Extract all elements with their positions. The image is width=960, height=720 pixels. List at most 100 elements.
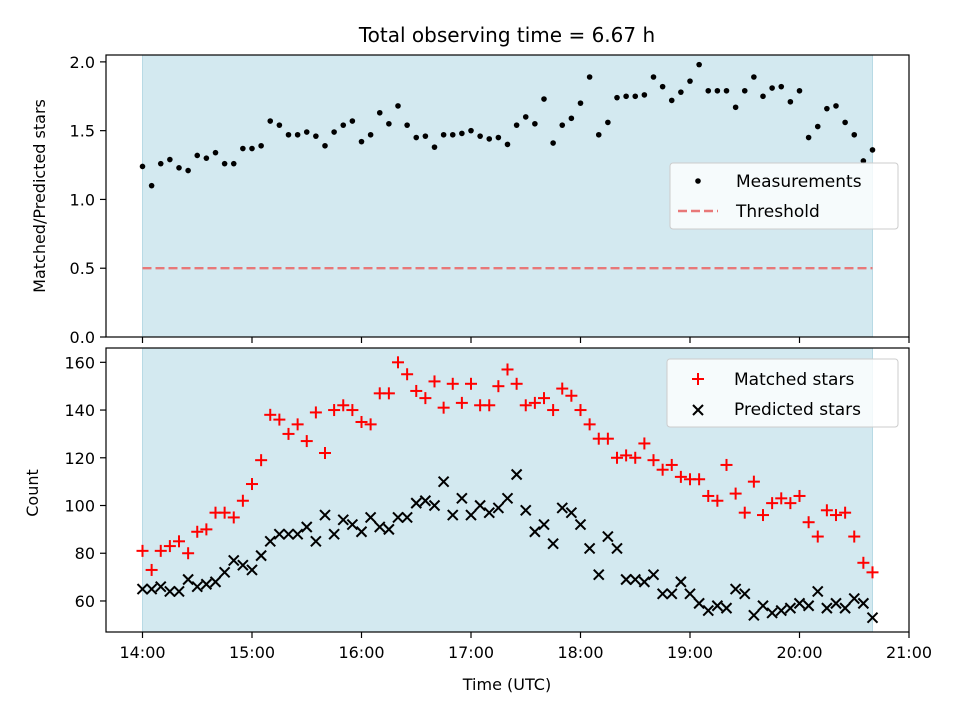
measurements-point: [459, 130, 465, 137]
matched-stars-point: [483, 399, 496, 412]
matched-stars-point: [510, 377, 523, 390]
measurements-point: [732, 104, 739, 111]
predicted-stars-point: [364, 511, 377, 524]
predicted-stars-point: [629, 573, 641, 586]
measurements-point: [550, 140, 556, 146]
measurements-point: [687, 78, 693, 84]
predicted-stars-point: [218, 566, 231, 579]
count-panel: 60 80 100 120 140 160 14:00 15:00 16:00 17:00 18:…: [23, 347, 932, 694]
measurements-point: [194, 152, 201, 159]
measurements-point: [869, 147, 876, 153]
matched-stars-point: [236, 494, 249, 507]
matched-stars-point: [802, 516, 815, 529]
matched-stars-point: [136, 544, 149, 557]
predicted-stars-point: [757, 600, 769, 612]
matched-stars-point: [820, 504, 833, 517]
predicted-stars-point: [857, 597, 870, 610]
matched-stars-point: [246, 478, 258, 491]
predicted-stars-point: [775, 604, 787, 617]
measurements-point: [623, 93, 629, 100]
measurements-point: [586, 74, 593, 80]
matched-stars-point: [419, 392, 432, 405]
predicted-stars-point: [374, 521, 386, 533]
matched-stars-point: [711, 494, 724, 507]
matched-stars-point: [839, 506, 852, 519]
count-legend-box: [666, 358, 899, 428]
matched-stars-point: [309, 406, 322, 419]
matched-stars-point: [647, 454, 660, 467]
measurements-point: [513, 122, 520, 128]
threshold-legend-label: Threshold: [735, 202, 820, 222]
y-tick-label: 60: [75, 592, 95, 611]
measurements-point: [860, 158, 867, 164]
measurements-point: [641, 92, 648, 98]
matched-stars-point: [538, 392, 550, 405]
matched-stars-point: [620, 449, 633, 462]
measurements-point: [605, 119, 611, 126]
count-markers: [136, 356, 879, 624]
ratio-legend-box: [669, 162, 899, 230]
matched-stars-point: [392, 356, 404, 369]
matched-stars-point: [665, 458, 678, 471]
y-tick-label: 140: [64, 401, 95, 420]
measurements-point: [842, 119, 848, 126]
x-tick-label: 21:00: [886, 643, 932, 662]
x-tick-label: 18:00: [557, 643, 603, 662]
matched-stars-point: [757, 509, 769, 522]
predicted-stars-point: [209, 576, 222, 588]
predicted-legend-marker: [692, 404, 704, 416]
predicted-stars-point: [702, 604, 714, 617]
predicted-stars-point: [583, 542, 596, 555]
predicted-stars-point: [593, 569, 605, 581]
matched-stars-point: [191, 525, 204, 538]
matched-stars-point: [866, 566, 879, 579]
measurements-point: [386, 120, 392, 127]
predicted-stars-point: [291, 528, 304, 540]
measurements-point: [167, 156, 173, 163]
matched-stars-point: [337, 399, 350, 412]
predicted-stars-point: [155, 580, 167, 593]
measurements-point: [851, 131, 858, 138]
measurements-point: [541, 96, 547, 102]
count-y-axis-label: Count: [23, 469, 42, 517]
predicted-stars-point: [784, 602, 797, 614]
predicted-stars-point: [501, 492, 514, 505]
predicted-stars-point: [401, 511, 413, 524]
matched-stars-point: [273, 413, 286, 426]
predicted-stars-point: [136, 583, 149, 595]
predicted-stars-point: [392, 511, 404, 524]
matched-legend-label: Matched stars: [734, 370, 854, 390]
measurements-point: [313, 133, 319, 139]
matched-stars-point: [574, 404, 587, 417]
predicted-stars-point: [164, 585, 176, 598]
measurements-point: [349, 118, 356, 124]
chart-title: Total observing time = 6.67 h: [358, 23, 655, 47]
matched-stars-point: [255, 454, 268, 467]
matched-stars-point: [401, 368, 414, 381]
measurements-point: [814, 123, 821, 130]
predicted-stars-point: [237, 559, 249, 571]
measurements-point: [431, 144, 438, 150]
predicted-stars-point: [255, 549, 267, 562]
matched-stars-point: [656, 463, 669, 476]
matched-stars-point: [556, 382, 569, 395]
predicted-stars-point: [319, 509, 331, 521]
predicted-stars-point: [328, 528, 340, 540]
matched-stars-point: [465, 377, 477, 390]
ratio-plot-frame: [105, 54, 910, 338]
matched-stars-point: [519, 399, 532, 412]
measurements-point: [249, 145, 255, 152]
y-tick-label: 100: [64, 497, 95, 516]
ratio-legend: Measurements Threshold: [669, 162, 899, 230]
measurements-point: [824, 105, 830, 112]
matched-stars-point: [501, 363, 514, 376]
y-tick-label: 1.5: [70, 122, 95, 141]
predicted-stars-point: [145, 583, 158, 595]
measurements-point: [532, 120, 538, 127]
predicted-stars-point: [228, 554, 240, 567]
matched-stars-point: [163, 540, 176, 553]
predicted-stars-point: [492, 502, 505, 514]
measurements-point: [595, 131, 602, 138]
predicted-stars-point: [456, 492, 468, 505]
